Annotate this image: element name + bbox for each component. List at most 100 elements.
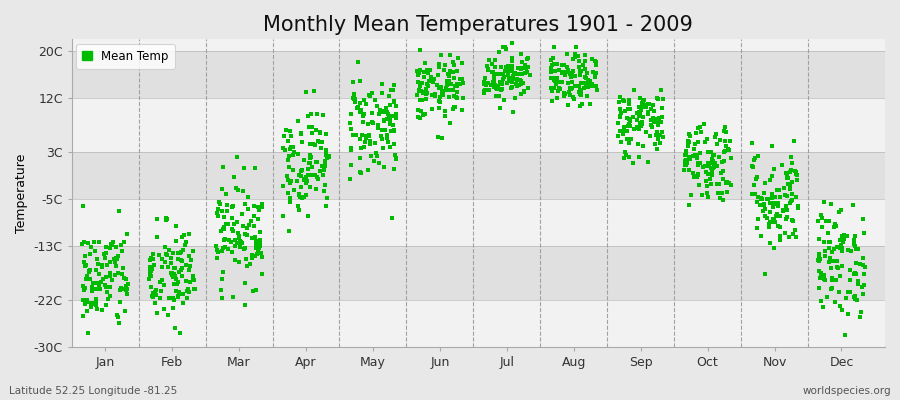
Point [481, 66, 495, 73]
Point [83, 276, 97, 282]
Point [419, 67, 434, 73]
Point [630, 110, 644, 116]
Point [344, 162, 358, 168]
Point [158, 259, 173, 265]
Point [588, 72, 602, 79]
Point [705, 166, 719, 172]
Point [719, 128, 733, 135]
Point [320, 195, 334, 201]
Point [419, 91, 434, 97]
Point [482, 66, 496, 72]
Point [766, 204, 780, 210]
Point [563, 92, 578, 98]
Point [220, 201, 234, 208]
Point [558, 69, 572, 75]
Point [765, 173, 779, 179]
Point [616, 98, 631, 104]
Point [155, 277, 169, 284]
Point [416, 90, 430, 96]
Point [389, 111, 403, 118]
Point [723, 138, 737, 144]
Point [544, 65, 559, 72]
Point [509, 76, 524, 82]
Point [175, 272, 189, 279]
Point [144, 273, 158, 280]
Point [169, 223, 184, 229]
Point [856, 216, 870, 222]
Point [770, 200, 785, 206]
Point [579, 84, 593, 90]
Point [760, 196, 775, 202]
Point [249, 250, 264, 257]
Point [549, 79, 563, 86]
Point [508, 95, 522, 102]
Point [521, 85, 535, 92]
Point [557, 62, 572, 68]
Point [613, 106, 627, 112]
Point [836, 236, 850, 242]
Point [76, 287, 91, 294]
Point [491, 70, 505, 77]
Point [746, 164, 760, 170]
Point [284, 133, 298, 139]
Point [79, 276, 94, 282]
Point [492, 104, 507, 111]
Point [645, 116, 660, 123]
Point [696, 164, 710, 170]
Point [681, 154, 696, 160]
Point [789, 194, 804, 200]
Point [343, 120, 357, 126]
Point [88, 301, 103, 307]
Point [84, 304, 98, 311]
Point [310, 159, 324, 165]
Point [219, 221, 233, 228]
Point [389, 102, 403, 109]
Point [824, 200, 838, 207]
Point [387, 141, 401, 147]
Point [174, 257, 188, 264]
Point [119, 283, 133, 289]
Point [375, 90, 390, 96]
Point [489, 84, 503, 91]
Point [415, 97, 429, 103]
Point [767, 216, 781, 222]
Point [319, 147, 333, 153]
Point [413, 80, 428, 86]
Point [254, 250, 268, 256]
Point [164, 260, 178, 266]
Point [446, 74, 461, 81]
Point [359, 135, 374, 141]
Point [635, 98, 650, 104]
Point [381, 138, 395, 145]
Point [702, 176, 716, 182]
Point [616, 131, 630, 137]
Point [645, 115, 660, 121]
Point [820, 294, 834, 300]
Point [166, 281, 181, 288]
Point [348, 132, 363, 138]
Point [412, 87, 427, 94]
Point [425, 105, 439, 112]
Point [650, 129, 664, 136]
Point [375, 81, 390, 88]
Point [293, 173, 308, 179]
Point [778, 192, 792, 198]
Point [173, 329, 187, 336]
Point [379, 105, 393, 111]
Point [830, 244, 844, 250]
Point [753, 195, 768, 202]
Point [848, 296, 862, 302]
Point [564, 79, 579, 86]
Point [299, 180, 313, 186]
Point [760, 215, 775, 221]
Point [179, 262, 194, 268]
Point [758, 180, 772, 186]
Point [634, 107, 649, 114]
Point [181, 285, 195, 292]
Point [580, 80, 595, 87]
Point [718, 137, 733, 144]
Point [418, 90, 433, 97]
Point [518, 70, 532, 76]
Point [304, 172, 319, 178]
Point [767, 200, 781, 206]
